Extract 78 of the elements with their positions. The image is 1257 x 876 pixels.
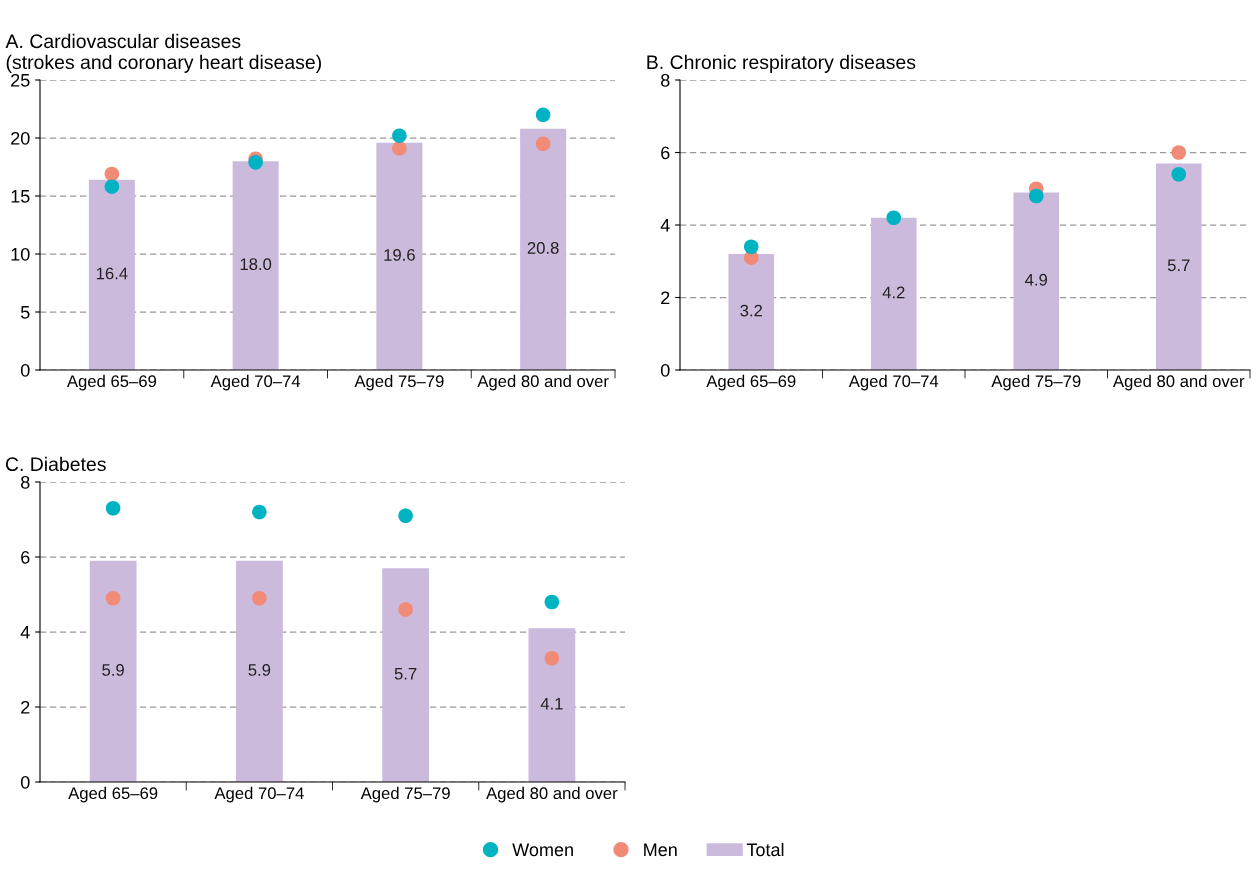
point — [535, 136, 551, 152]
bar — [88, 179, 135, 370]
y-tick-label: 10 — [11, 247, 30, 261]
x-tick-label: Aged 70–74 — [214, 786, 304, 803]
bar — [1155, 163, 1202, 370]
x-tick-label: Aged 65–69 — [706, 374, 796, 391]
x-tick-label: Aged 75–79 — [991, 374, 1081, 391]
x-tick-label: Aged 75–79 — [360, 786, 450, 803]
point — [392, 128, 407, 143]
chart-title: B. Chronic respiratory diseases — [647, 54, 916, 73]
y-tick-label: 0 — [660, 363, 670, 377]
y-tick-label: 2 — [21, 700, 30, 714]
x-tick-label: Aged 80 and over — [486, 786, 618, 803]
point — [252, 590, 267, 606]
data-label: 5.7 — [394, 667, 417, 680]
bar — [870, 217, 917, 370]
y-tick-label: 5 — [20, 306, 30, 319]
bar — [1013, 192, 1060, 370]
y-tick-label: 15 — [11, 190, 30, 203]
bar — [89, 560, 137, 782]
point — [392, 141, 407, 156]
x-tick-label: Aged 75–79 — [354, 374, 444, 391]
chart-title: A. Cardiovascular diseases (strokes and coronary heart disease) — [5, 33, 321, 73]
point — [398, 508, 413, 524]
bar — [232, 161, 279, 370]
data-label: 3.2 — [740, 304, 762, 317]
point — [1171, 145, 1187, 160]
bar — [376, 142, 423, 370]
bar — [728, 254, 775, 370]
bar — [235, 560, 283, 782]
data-label: 16.4 — [96, 267, 128, 280]
data-label: 4.2 — [882, 286, 905, 299]
point — [104, 179, 120, 194]
point — [544, 650, 560, 666]
x-tick-label: Aged 70–74 — [848, 374, 939, 391]
point — [1171, 166, 1187, 182]
x-tick-label: Aged 80 and over — [477, 374, 609, 391]
y-tick-label: 8 — [21, 475, 30, 489]
legend-label: Total — [746, 842, 784, 857]
point — [544, 594, 560, 610]
y-tick-label: 20 — [11, 131, 30, 145]
y-tick-label: 0 — [20, 363, 30, 377]
point — [743, 239, 759, 255]
legend-label: Men — [644, 843, 677, 857]
y-tick-label: 6 — [21, 550, 30, 564]
bar — [520, 128, 567, 370]
y-tick-label: 4 — [660, 219, 670, 232]
x-tick-label: Aged 65–69 — [68, 786, 158, 803]
y-tick-label: 4 — [20, 626, 30, 639]
point — [105, 500, 121, 516]
point — [252, 504, 267, 520]
y-tick-label: 25 — [11, 73, 30, 87]
data-label: 4.9 — [1025, 273, 1048, 286]
y-tick-label: 2 — [661, 291, 670, 305]
data-label: 5.7 — [1167, 259, 1190, 272]
bar — [528, 628, 576, 782]
x-tick-label: Aged 70–74 — [210, 374, 301, 391]
point — [398, 602, 413, 617]
data-label: 5.9 — [102, 664, 124, 676]
y-tick-label: 6 — [661, 146, 670, 160]
x-tick-label: Aged 80 and over — [1113, 374, 1245, 391]
chart-title: C. Diabetes — [5, 456, 106, 472]
data-label: 4.1 — [540, 697, 563, 710]
y-tick-label: 8 — [661, 73, 670, 87]
data-label: 19.6 — [384, 248, 415, 261]
legend-label: Women — [512, 843, 573, 857]
data-label: 5.9 — [248, 664, 271, 676]
x-tick-label: Aged 65–69 — [66, 374, 157, 391]
point — [535, 107, 551, 123]
data-label: 18.0 — [240, 258, 272, 271]
data-label: 20.8 — [527, 242, 559, 254]
point — [886, 210, 902, 226]
point — [105, 590, 121, 606]
bar — [382, 568, 430, 782]
point — [104, 166, 120, 182]
y-tick-label: 0 — [20, 775, 30, 789]
point — [1028, 188, 1044, 204]
point — [248, 155, 263, 170]
